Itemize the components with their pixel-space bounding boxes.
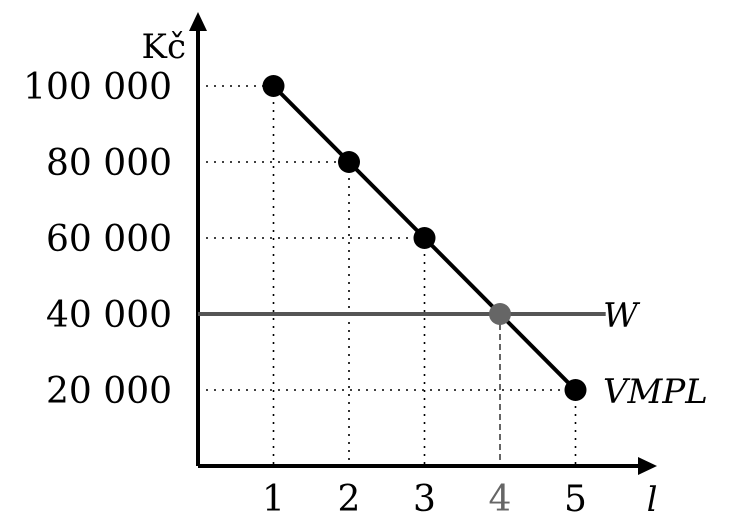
data-point: [338, 151, 360, 173]
guides-layer: [198, 85, 577, 466]
x-axis-title: l: [647, 480, 658, 520]
y-tick-label: 20 000: [46, 371, 172, 412]
data-point: [413, 227, 436, 249]
y-axis-title: Kč: [142, 27, 186, 67]
data-point: [564, 379, 587, 401]
x-tick-label: 2: [338, 479, 361, 520]
y-tick-label: 100 000: [23, 67, 172, 108]
x-tick-label: 3: [413, 479, 436, 520]
intersection-point: [489, 303, 511, 325]
y-tick-label: 60 000: [46, 219, 172, 260]
series-layer: [198, 84, 606, 392]
x-axis-arrow: [638, 457, 657, 475]
y-axis-arrow: [189, 12, 207, 31]
x-tick-label: 5: [564, 479, 587, 520]
series-label-vmpl: VMPL: [603, 372, 708, 412]
axes-layer: [189, 12, 657, 475]
points-layer: [262, 75, 587, 401]
data-point: [262, 75, 285, 97]
x-tick-label: 4: [489, 479, 512, 520]
y-tick-label: 80 000: [46, 143, 172, 184]
x-tick-label: 1: [262, 479, 285, 520]
y-tick-label: 40 000: [46, 295, 172, 336]
series-label-w: W: [603, 296, 641, 336]
